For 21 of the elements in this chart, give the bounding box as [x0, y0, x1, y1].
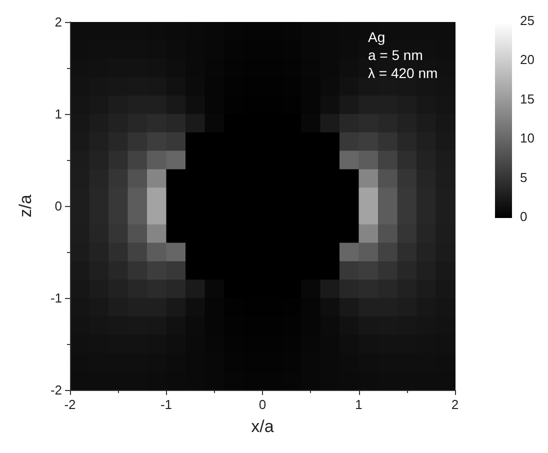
- annotation: λ = 420 nm: [368, 65, 438, 81]
- color-bar-label: 15: [520, 91, 534, 106]
- color-bar-label: 5: [520, 170, 528, 185]
- color-bar-label: 0: [520, 209, 528, 224]
- y-axis-title: z/a: [16, 194, 35, 218]
- color-bar-label: 20: [520, 52, 534, 68]
- x-tick-label: 0: [258, 397, 266, 412]
- x-tick-label: -2: [64, 397, 76, 412]
- x-tick-label: 1: [355, 397, 362, 412]
- y-tick-label: 2: [54, 14, 62, 30]
- x-axis-title: x/a: [251, 417, 274, 436]
- annotation: a = 5 nm: [368, 47, 423, 63]
- y-tick-label: -2: [50, 382, 62, 398]
- x-tick-label: 2: [451, 397, 459, 412]
- y-tick-label: 0: [54, 198, 62, 214]
- y-tick-label: -1: [50, 290, 62, 306]
- y-tick-label: 1: [54, 106, 62, 122]
- color-bar-label: 25: [520, 13, 534, 28]
- annotation: Ag: [368, 29, 386, 45]
- x-tick-label: -1: [160, 397, 172, 412]
- color-bar-label: 10: [520, 130, 534, 146]
